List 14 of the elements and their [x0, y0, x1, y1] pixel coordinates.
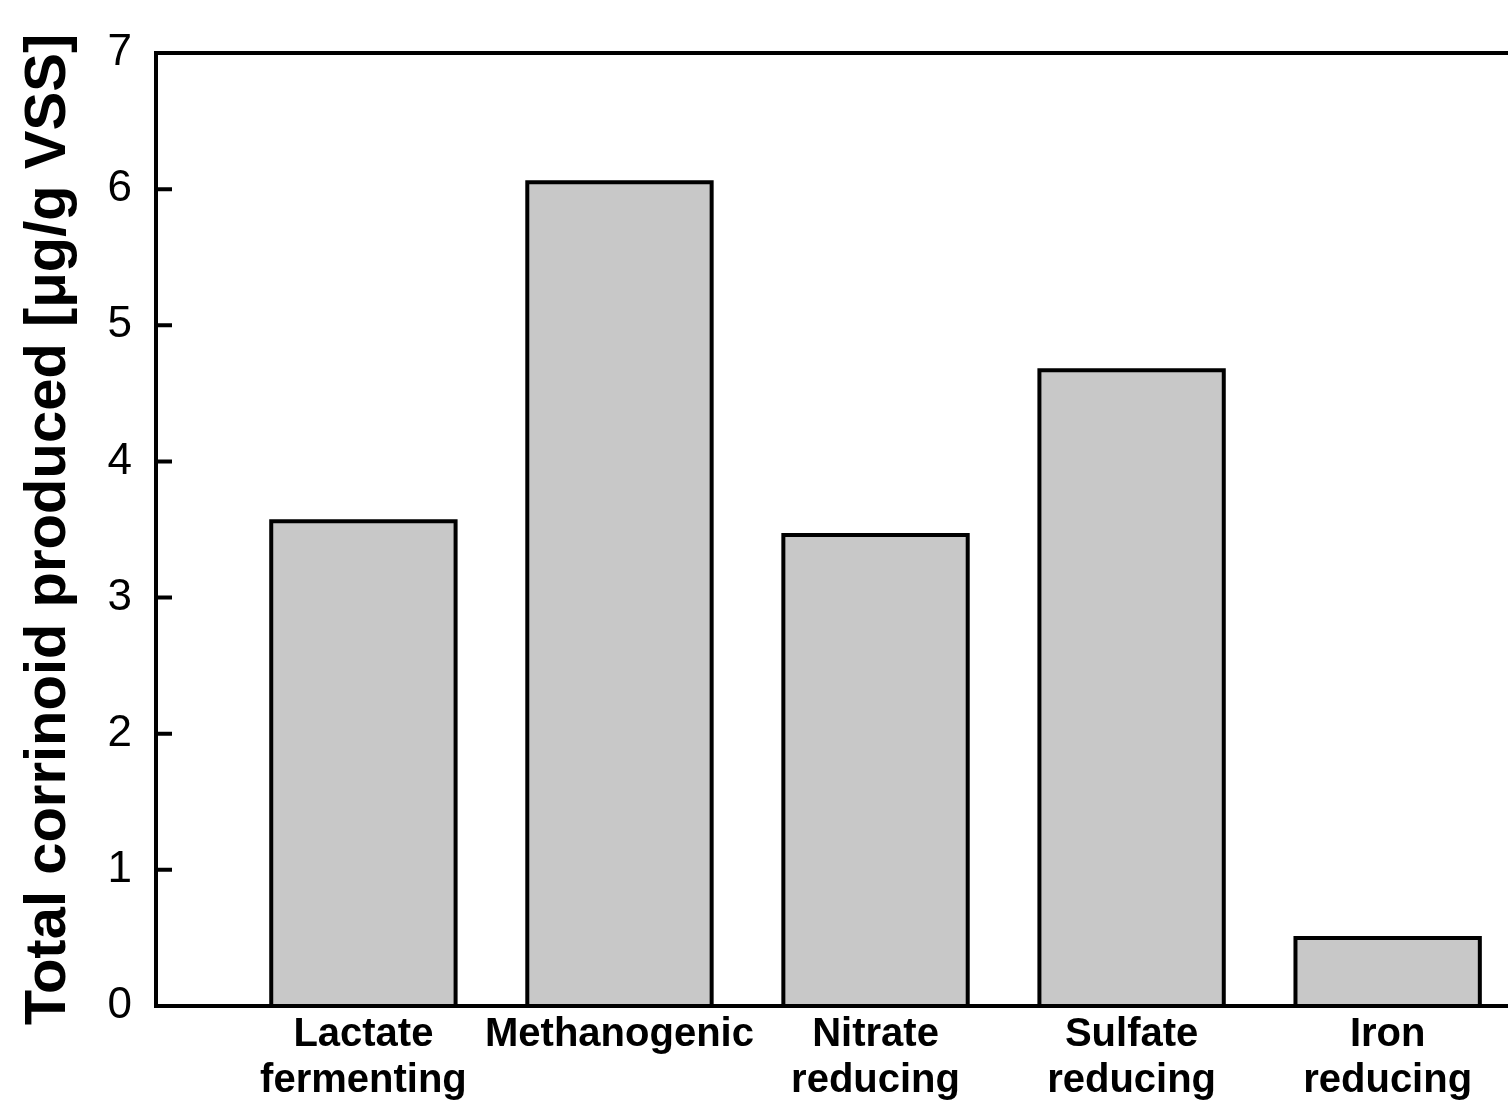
x-tick-label: Sulfate reducing — [1047, 1010, 1217, 1101]
y-tick-label: 6 — [107, 161, 132, 211]
y-tick-label: 4 — [107, 433, 132, 483]
y-tick-label: 7 — [107, 25, 132, 75]
y-tick-label: 1 — [107, 842, 132, 891]
x-tick-label: Lactate fermenting — [260, 1010, 467, 1101]
y-tick-label: 2 — [107, 705, 132, 755]
x-tick-label: Nitrate reducing — [791, 1010, 960, 1101]
y-tick-label: 5 — [107, 297, 132, 347]
y-tick-label: 0 — [107, 978, 132, 1028]
y-tick-label: 3 — [107, 569, 132, 619]
x-tick-label: Methanogenic — [485, 1010, 754, 1055]
y-axis-title: Total corrinoid produced [μg/g VSS] — [11, 33, 77, 1026]
x-tick-label: Iron reducing — [1303, 1010, 1473, 1101]
